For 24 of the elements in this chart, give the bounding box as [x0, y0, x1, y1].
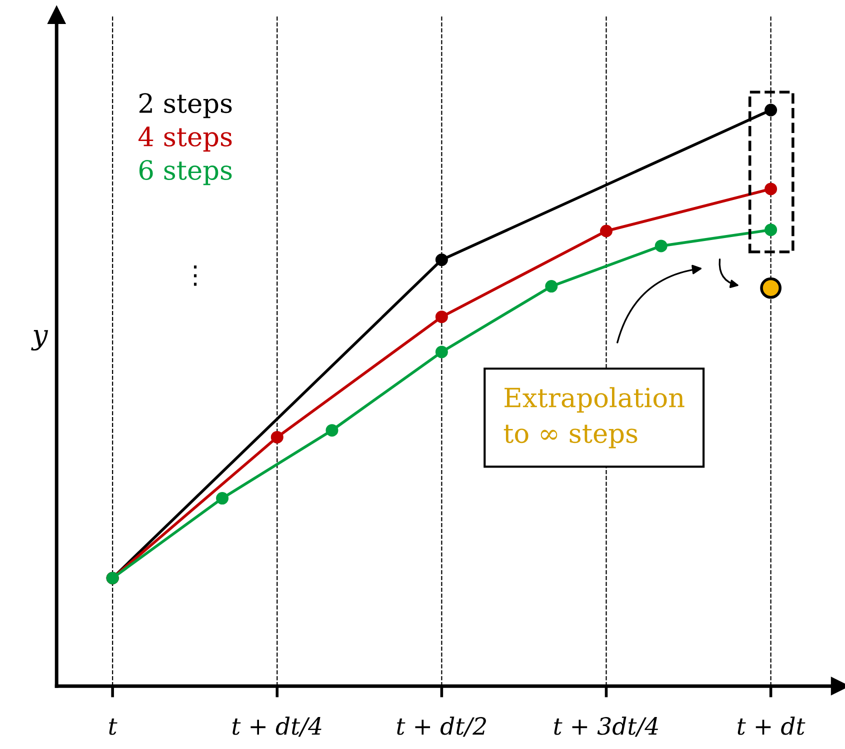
- text: 2 steps: [139, 93, 232, 118]
- x-tick-label: t + dt/4: [232, 716, 322, 737]
- point: [216, 492, 229, 505]
- point: [654, 240, 668, 252]
- point: [600, 224, 612, 238]
- point: [760, 277, 782, 299]
- x-tick-label: t + dt: [738, 716, 806, 735]
- point: [435, 310, 448, 324]
- point: [435, 346, 448, 358]
- point: [326, 424, 338, 437]
- point: [764, 104, 778, 116]
- x-tick-label: t: [109, 718, 118, 735]
- text: 4 steps: [138, 126, 232, 152]
- annotation: Extrapolation to ∞ steps: [504, 387, 684, 448]
- x-tick-label: t + dt/2: [397, 716, 486, 737]
- point: [764, 182, 778, 196]
- y-axis-title: y: [31, 330, 48, 351]
- point: [270, 430, 284, 444]
- annotation: ⋮: [194, 265, 197, 286]
- point: [435, 254, 448, 266]
- text: 6 steps: [139, 160, 232, 186]
- point: [545, 280, 558, 293]
- point: [764, 224, 778, 236]
- x-tick-label: t + 3dt/4: [554, 716, 658, 737]
